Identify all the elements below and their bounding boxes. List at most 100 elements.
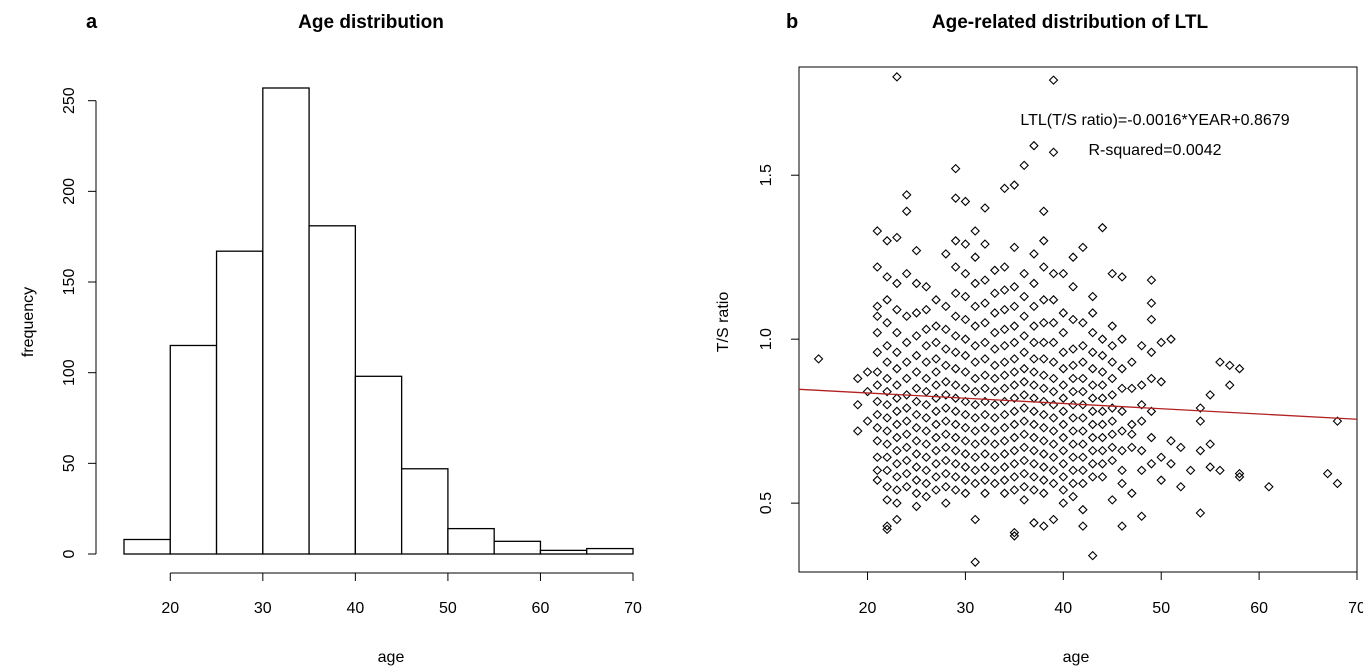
scatter-point <box>1009 459 1020 469</box>
scatter-point <box>1048 439 1059 449</box>
scatter-point <box>901 337 912 348</box>
scatter-point <box>950 419 961 430</box>
scatter-point <box>990 386 1000 397</box>
scatter-point <box>941 403 951 413</box>
scatter-point <box>1136 416 1147 426</box>
scatter-point <box>1038 206 1049 217</box>
scatter-point <box>980 488 990 499</box>
scatter-point <box>911 350 922 361</box>
scatter-point <box>1009 180 1020 190</box>
scatter-point <box>1156 452 1166 463</box>
y-tick-label: 100 <box>61 359 78 386</box>
scatter-point <box>1068 491 1078 502</box>
scatter-point <box>872 436 883 446</box>
scatter-point <box>882 399 892 410</box>
scatter-point <box>1048 386 1059 397</box>
scatter-point <box>1107 321 1118 331</box>
scatter-point <box>892 445 902 456</box>
scatter-point <box>1078 478 1088 489</box>
scatter-point <box>1009 354 1020 364</box>
scatter-point <box>931 472 941 482</box>
scatter-point <box>1038 436 1049 446</box>
scatter-point <box>872 301 883 312</box>
scatter-point <box>950 380 961 390</box>
scatter-point <box>1136 399 1147 410</box>
scatter-point <box>1322 468 1333 479</box>
scatter-point <box>1146 432 1157 443</box>
scatter-point <box>911 422 922 433</box>
scatter-point <box>1097 472 1108 482</box>
scatter-point <box>901 311 912 321</box>
scatter-point <box>1117 465 1127 476</box>
scatter-point <box>941 301 951 312</box>
scatter-point <box>862 416 873 426</box>
scatter-point <box>1038 318 1049 328</box>
scatter-point <box>882 413 892 423</box>
scatter-point <box>1038 383 1049 394</box>
scatter-point <box>960 396 971 407</box>
y-tick-label: 50 <box>61 454 78 472</box>
panel-b-x-label: age <box>1063 649 1090 666</box>
scatter-point <box>1097 380 1108 390</box>
scatter-point <box>1009 281 1020 292</box>
x-tick-label: 50 <box>1152 600 1170 617</box>
scatter-point <box>931 393 941 403</box>
scatter-point <box>1166 436 1176 446</box>
scatter-point <box>901 268 912 279</box>
scatter-point <box>1087 363 1098 374</box>
scatter-point <box>960 334 971 344</box>
scatter-point <box>999 370 1010 381</box>
histogram-bar <box>262 87 310 555</box>
scatter-point <box>911 367 922 377</box>
scatter-point <box>1117 521 1127 531</box>
scatter-point <box>941 344 951 354</box>
scatter-point <box>1058 472 1069 482</box>
scatter-point <box>1058 445 1069 456</box>
scatter-point <box>1009 301 1020 312</box>
scatter-point <box>1097 406 1108 417</box>
scatter-point <box>960 350 971 361</box>
scatter-point <box>1087 291 1098 302</box>
scatter-point <box>872 475 883 485</box>
scatter-point <box>892 459 902 469</box>
scatter-point <box>921 357 932 367</box>
scatter-point <box>1058 393 1069 403</box>
scatter-point <box>1009 367 1020 377</box>
x-tick-label: 20 <box>161 600 179 617</box>
scatter-point <box>1195 508 1206 518</box>
scatter-point <box>980 239 990 249</box>
scatter-point <box>1234 472 1245 482</box>
scatter-point <box>1048 514 1059 525</box>
scatter-point <box>1107 495 1118 505</box>
scatter-point <box>950 288 961 299</box>
scatter-point <box>813 354 824 364</box>
scatter-point <box>882 481 892 492</box>
scatter-point <box>990 288 1000 299</box>
scatter-point <box>1068 281 1078 292</box>
scatter-point <box>990 413 1000 423</box>
scatter-point <box>941 442 951 453</box>
scatter-point <box>990 465 1000 476</box>
scatter-point <box>1058 485 1069 495</box>
scatter-point <box>1224 380 1235 390</box>
scatter-point <box>1117 383 1127 394</box>
y-tick-label: 1.0 <box>758 328 775 350</box>
scatter-point <box>1058 498 1069 508</box>
scatter-point <box>931 337 941 348</box>
scatter-point <box>1097 459 1108 469</box>
scatter-point <box>999 285 1010 295</box>
scatter-point <box>999 183 1010 194</box>
scatter-point <box>1029 278 1039 289</box>
scatter-point <box>1205 462 1215 472</box>
scatter-point <box>1009 432 1020 443</box>
x-tick-label: 60 <box>532 600 550 617</box>
scatter-point <box>960 449 971 459</box>
scatter-point <box>1029 354 1039 364</box>
scatter-point <box>1166 459 1176 469</box>
scatter-point <box>950 331 961 341</box>
scatter-point <box>941 360 951 371</box>
scatter-point <box>1019 331 1029 341</box>
scatter-point <box>872 226 883 236</box>
scatter-point <box>1058 363 1069 374</box>
scatter-point <box>1048 337 1059 348</box>
